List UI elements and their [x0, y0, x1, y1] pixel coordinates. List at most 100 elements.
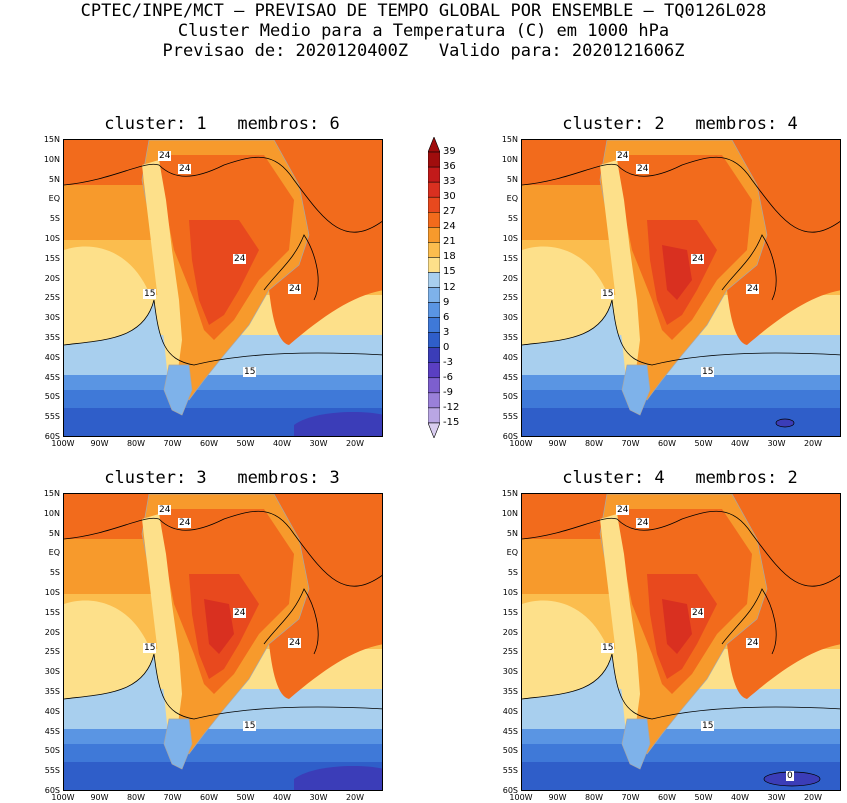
- latitude-tick-label: 30S: [502, 667, 518, 677]
- longitude-tick-label: 60W: [657, 439, 677, 448]
- colorbar-segment: [428, 242, 440, 258]
- map-panel-cluster-3: [63, 493, 383, 791]
- longitude-tick-label: 70W: [621, 793, 640, 802]
- longitude-tick-label: 80W: [126, 439, 146, 448]
- latitude-tick-label: 10N: [43, 154, 60, 164]
- latitude-tick-label: 5N: [48, 174, 60, 184]
- latitude-tick-label: 30S: [44, 667, 60, 677]
- contour-value-label: 24: [288, 638, 302, 648]
- contour-value-label: 24: [746, 638, 760, 648]
- latitude-tick-label: 5S: [49, 214, 60, 224]
- longitude-tick-label: 50W: [694, 793, 713, 802]
- colorbar-label: 15: [443, 266, 456, 278]
- temperature-map: [64, 494, 382, 790]
- contour-value-label: 24: [233, 254, 247, 264]
- longitude-tick-label: 90W: [548, 439, 567, 448]
- longitude-tick-label: 40W: [730, 439, 750, 448]
- latitude-tick-label: 55S: [502, 766, 518, 776]
- contour-value-label: 24: [616, 151, 630, 161]
- colorbar: [428, 137, 440, 438]
- latitude-tick-label: 35S: [44, 687, 60, 696]
- longitude-tick-label: 20W: [803, 439, 823, 448]
- contour-value-label: 24: [636, 164, 650, 174]
- patagonia-land: [163, 718, 193, 770]
- map-panel-cluster-2: [521, 139, 841, 437]
- colorbar-label: -6: [443, 371, 453, 383]
- colorbar-label: 6: [443, 311, 450, 323]
- temperature-band: [522, 375, 840, 390]
- colorbar-label: -9: [443, 386, 453, 398]
- colorbar-label: 39: [443, 146, 456, 158]
- cool-15-region: [522, 300, 840, 375]
- colorbar-label: -12: [443, 401, 460, 413]
- latitude-tick-label: 15N: [501, 489, 518, 498]
- contour-value-label: 15: [243, 367, 257, 377]
- contour-24-line: [263, 234, 319, 301]
- contour-value-label: 24: [158, 151, 172, 161]
- latitude-tick-label: 40S: [44, 352, 60, 362]
- longitude-tick-label: 80W: [126, 793, 146, 802]
- latitude-tick-label: 25S: [44, 647, 60, 657]
- latitude-tick-label: 35S: [502, 333, 518, 342]
- contour-24-line: [64, 156, 382, 233]
- longitude-tick-label: 50W: [236, 439, 255, 448]
- latitude-tick-label: 45S: [502, 372, 518, 382]
- latitude-tick-label: 60S: [44, 432, 60, 441]
- colorbar-segment: [428, 302, 440, 318]
- pacific-18-region: [64, 600, 153, 699]
- longitude-tick-label: 30W: [767, 793, 786, 802]
- cool-15-region: [64, 300, 382, 375]
- colorbar-segment: [428, 227, 440, 243]
- latitude-tick-label: 40S: [44, 706, 60, 716]
- contour-value-label: 15: [143, 289, 157, 299]
- longitude-tick-label: 60W: [657, 793, 677, 802]
- latitude-tick-label: 5S: [507, 214, 518, 224]
- latitude-tick-label: 30S: [44, 313, 60, 323]
- latitude-tick-label: 15N: [501, 135, 518, 144]
- contour-15-line: [522, 299, 840, 366]
- colorbar-label: 3: [443, 326, 450, 338]
- latitude-tick-label: 10N: [501, 508, 518, 518]
- colorbar-label: 36: [443, 161, 456, 173]
- longitude-tick-label: 20W: [803, 793, 823, 802]
- latitude-tick-label: 15S: [44, 607, 60, 617]
- andes-cool-strip: [142, 160, 182, 385]
- latitude-tick-label: 40S: [502, 352, 518, 362]
- patagonia-land: [621, 718, 651, 770]
- temperature-band: [64, 744, 382, 762]
- contour-value-label: 24: [746, 284, 760, 294]
- latitude-tick-label: 10S: [44, 588, 60, 597]
- latitude-tick-label: 50S: [502, 392, 518, 402]
- latitude-tick-label: 20S: [502, 273, 518, 283]
- colorbar-label: 9: [443, 296, 450, 308]
- contour-value-label: 15: [601, 643, 615, 653]
- latitude-tick-label: 10S: [502, 234, 518, 243]
- colorbar-segment: [428, 272, 440, 288]
- temperature-band: [522, 729, 840, 744]
- colorbar-segment: [428, 317, 440, 333]
- andes-cool-strip: [600, 160, 640, 385]
- contour-value-label: 15: [701, 721, 715, 731]
- contour-value-label: 15: [701, 367, 715, 377]
- latitude-tick-label: 25S: [44, 293, 60, 303]
- colorbar-label: 12: [443, 281, 456, 293]
- map-panel-cluster-1: [63, 139, 383, 437]
- contour-value-label: 24: [233, 608, 247, 618]
- colorbar-segment: [428, 212, 440, 228]
- longitude-tick-label: 30W: [309, 439, 328, 448]
- colorbar-segment: [428, 151, 440, 168]
- cool-15-region: [64, 654, 382, 729]
- colorbar-segment: [428, 407, 440, 424]
- latitude-tick-label: 10S: [502, 588, 518, 597]
- longitude-tick-label: 20W: [345, 439, 365, 448]
- contour-24-line: [64, 510, 382, 587]
- contour-24-line: [263, 588, 319, 655]
- pacific-18-region: [522, 246, 611, 345]
- panel-2-title: cluster: 2 membros: 4: [562, 114, 798, 134]
- latitude-tick-label: 55S: [44, 766, 60, 776]
- latitude-tick-label: 50S: [44, 392, 60, 402]
- latitude-tick-label: 20S: [502, 627, 518, 637]
- hot-30-region: [189, 220, 259, 325]
- colorbar-segment: [428, 287, 440, 303]
- contour-24-line: [721, 234, 777, 301]
